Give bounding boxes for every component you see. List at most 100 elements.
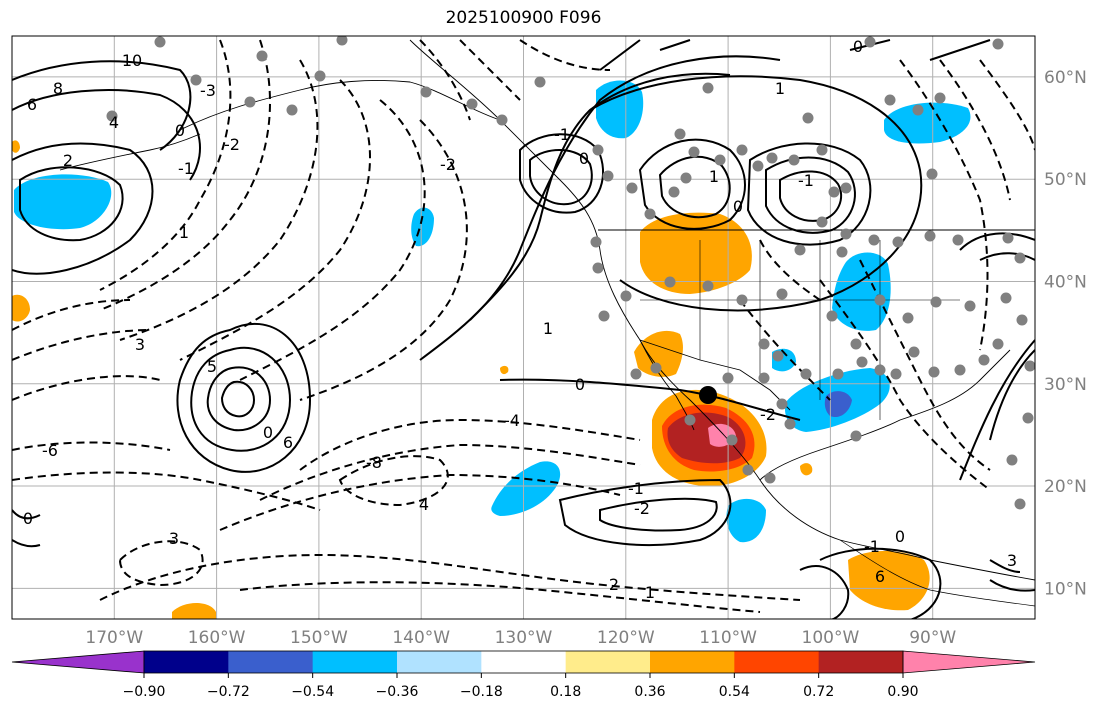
solid-contour xyxy=(638,138,746,230)
longitude-tick-label: 170°W xyxy=(85,628,143,648)
us-mexico-border xyxy=(639,339,791,411)
dashed-contour xyxy=(299,119,468,401)
colorbar-tick-label: −0.90 xyxy=(123,684,166,700)
coastlines-and-borders xyxy=(59,39,1035,607)
station-dot xyxy=(784,418,796,430)
colorbar-band xyxy=(397,651,482,673)
station-dot xyxy=(764,472,776,484)
colorbar-band xyxy=(144,651,229,673)
contour-label: 6 xyxy=(27,95,37,114)
contour-label: -3 xyxy=(200,81,216,100)
north-america-west-coast xyxy=(409,39,1035,581)
colorbar-band xyxy=(312,651,398,673)
solid-contour xyxy=(469,72,731,321)
contour-label: 1 xyxy=(645,583,655,602)
dashed-contour xyxy=(99,553,801,601)
station-dot xyxy=(758,372,770,384)
contour-label: 5 xyxy=(207,357,217,376)
station-dot xyxy=(736,294,748,306)
negative-contours xyxy=(12,39,1035,613)
colorbar-band xyxy=(228,651,314,673)
contour-label: 4 xyxy=(109,113,119,132)
station-dot xyxy=(106,110,118,122)
station-dot xyxy=(992,338,1004,350)
colorbar-tick-label: −0.36 xyxy=(376,684,419,700)
contour-label: 0 xyxy=(575,375,585,394)
solid-contour xyxy=(589,75,923,312)
station-dot xyxy=(590,236,602,248)
dashed-contour xyxy=(759,239,821,301)
solid-contour xyxy=(979,252,1035,441)
station-dot xyxy=(1014,252,1026,264)
station-dot xyxy=(190,74,202,86)
station-dot xyxy=(908,346,920,358)
station-dot xyxy=(726,434,738,446)
negative-anomaly-patch xyxy=(491,461,561,516)
station-dot xyxy=(736,144,748,156)
dashed-contour xyxy=(12,375,161,401)
station-dot xyxy=(244,96,256,108)
longitude-tick-label: 110°W xyxy=(699,628,757,648)
dashed-contour xyxy=(12,441,171,451)
dashed-contour xyxy=(12,299,131,331)
dashed-contour xyxy=(819,279,991,491)
station-dot xyxy=(688,146,700,158)
highlight-point-marker xyxy=(699,386,717,404)
station-dot xyxy=(680,172,692,184)
solid-contour xyxy=(19,166,124,242)
dashed-contour xyxy=(12,471,321,511)
station-dot xyxy=(776,398,788,410)
map-frame xyxy=(11,35,1036,620)
station-dot xyxy=(850,430,862,442)
solid-contour xyxy=(12,142,154,275)
station-dot xyxy=(650,362,662,374)
station-dot xyxy=(630,368,642,380)
colorbar-tick-label: 0.72 xyxy=(803,684,834,700)
contour-label: 1 xyxy=(709,167,719,186)
solid-contour xyxy=(190,346,292,452)
contour-label: -1 xyxy=(864,537,880,556)
dashed-contour xyxy=(259,443,641,501)
positive-anomaly-patch xyxy=(12,140,20,153)
solid-contour xyxy=(12,509,41,548)
dashed-contour xyxy=(739,299,831,401)
station-dot xyxy=(758,338,770,350)
contour-label: 0 xyxy=(23,509,33,528)
colorbar-tick-label: −0.72 xyxy=(207,684,250,700)
colorbar-tick-label: −0.18 xyxy=(460,684,503,700)
longitude-tick-labels: 170°W 160°W 150°W 140°W 130°W 120°W 110°W 100°W… xyxy=(85,628,956,648)
station-dot xyxy=(884,94,896,106)
station-dot xyxy=(802,112,814,124)
latitude-tick-label: 30°N xyxy=(1044,375,1087,395)
solid-contour xyxy=(558,478,732,546)
station-dot xyxy=(952,234,964,246)
station-dot xyxy=(766,152,778,164)
station-dot xyxy=(1014,498,1026,510)
dashed-contour xyxy=(99,39,271,311)
contour-label: -1 xyxy=(798,171,814,190)
latitude-tick-label: 40°N xyxy=(1044,272,1087,292)
station-dot xyxy=(714,154,726,166)
station-dot xyxy=(626,182,638,194)
solid-contour xyxy=(220,380,256,418)
contour-label: 1 xyxy=(775,79,785,98)
colorbar xyxy=(11,650,1036,674)
positive-anomaly-patch xyxy=(172,603,216,619)
solid-contour xyxy=(206,366,272,432)
contour-label: -1 xyxy=(628,479,644,498)
station-dot xyxy=(826,310,838,322)
colorbar-tick-label: 0.54 xyxy=(719,684,750,700)
colorbar-tick-label: 0.90 xyxy=(887,684,918,700)
positive-anomaly-patch xyxy=(640,212,752,294)
negative-anomaly-patch-strong xyxy=(824,391,852,418)
dashed-contour xyxy=(219,473,621,531)
station-dot xyxy=(742,464,754,476)
colorbar-extend-low xyxy=(11,650,145,674)
station-dot xyxy=(286,104,298,116)
latitude-tick-label: 60°N xyxy=(1044,68,1087,88)
colorbar-extend-high xyxy=(902,650,1036,674)
contour-label: 0 xyxy=(895,527,905,546)
solid-contour xyxy=(519,133,605,214)
